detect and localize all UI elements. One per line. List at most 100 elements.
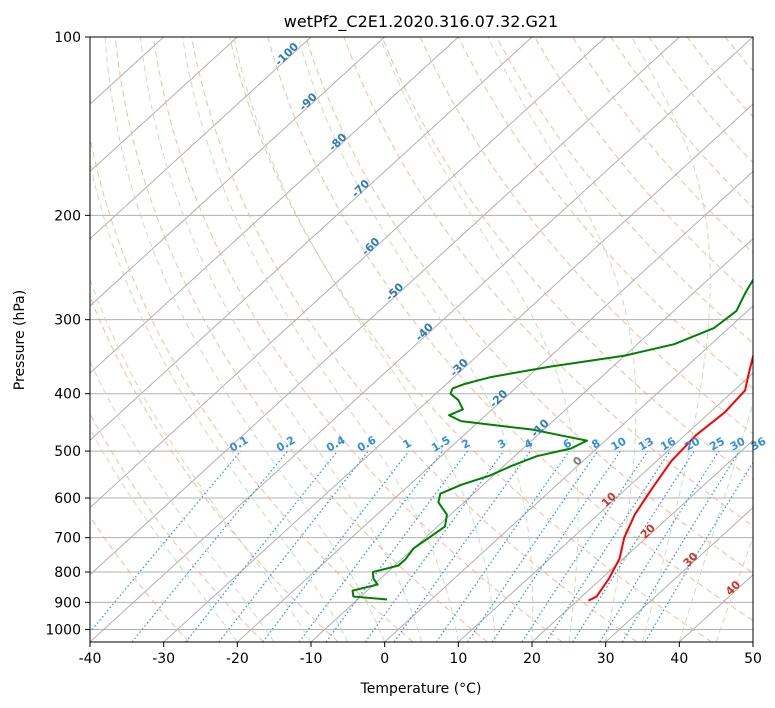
- y-axis-ticks: 100 200 300 400 500 600 700 800 900 1000: [45, 30, 90, 638]
- mixing-ratio-lines: [90, 450, 753, 642]
- isotherm-label: -10: [528, 416, 551, 439]
- dry-adiabat: [419, 37, 753, 435]
- dry-adiabat: [90, 515, 190, 642]
- moist-adiabat-label: 40: [723, 578, 743, 598]
- isotherm-label: -100: [272, 40, 301, 69]
- mixing-ratio-line: [131, 450, 289, 642]
- moist-adiabat: [90, 427, 238, 642]
- isotherm-line: [90, 37, 607, 509]
- dry-adiabat: [90, 295, 339, 642]
- isotherm-line: [90, 37, 386, 307]
- mixing-ratio-label: 1: [401, 437, 414, 452]
- isotherm-line: [90, 37, 680, 576]
- profile-lines: [351, 278, 753, 602]
- moist-adiabat: [715, 535, 753, 642]
- x-tick-label: -40: [79, 651, 102, 667]
- moist-adiabat: [90, 160, 349, 642]
- y-tick-label: 500: [54, 444, 81, 460]
- y-tick-label: 900: [54, 595, 81, 611]
- moist-adiabat: [90, 360, 275, 642]
- isotherm-label: -70: [349, 177, 372, 200]
- dry-adiabat: [724, 37, 753, 72]
- dry-adiabat: [495, 37, 753, 344]
- x-tick-label: 10: [449, 651, 467, 667]
- y-tick-label: 700: [54, 531, 81, 547]
- x-tick-label: -10: [300, 651, 323, 667]
- dry-adiabat: [381, 37, 753, 481]
- plot-frame: [89, 36, 754, 643]
- isotherm-line: [605, 506, 753, 642]
- moist-adiabat: [90, 277, 312, 642]
- mixing-ratio-line: [467, 450, 599, 642]
- y-tick-label: 400: [54, 387, 81, 403]
- dry-adiabat: [457, 37, 753, 389]
- dry-adiabat: [90, 134, 414, 642]
- x-axis-label: Temperature (°C): [360, 681, 482, 697]
- isotherm-label: -20: [487, 387, 510, 410]
- dry-adiabat: [229, 37, 713, 642]
- dry-adiabat: [572, 37, 753, 254]
- isotherm-line: [310, 237, 753, 642]
- y-tick-label: 100: [54, 30, 81, 46]
- x-tick-label: -20: [226, 651, 249, 667]
- moist-adiabat: [297, 37, 534, 642]
- moist-adiabat: [631, 37, 711, 642]
- isotherm-line: [457, 372, 753, 642]
- x-tick-label: 50: [744, 651, 762, 667]
- x-tick-label: 30: [597, 651, 615, 667]
- dry-adiabat: [763, 37, 775, 642]
- mixing-ratio-line: [572, 450, 695, 642]
- isotherm-line: [236, 170, 753, 642]
- dry-adiabat: [648, 37, 753, 164]
- adiabat-lines: [90, 37, 775, 642]
- isotherm-line: [90, 37, 533, 442]
- mixing-ratio-line: [262, 450, 410, 642]
- isotherm-line: [752, 641, 753, 642]
- dry-adiabat: [267, 37, 753, 622]
- mixing-ratio-line: [364, 450, 505, 642]
- moist-adiabat: [487, 37, 637, 642]
- y-tick-label: 1000: [45, 622, 81, 638]
- y-tick-label: 300: [54, 313, 81, 329]
- isotherm-line: [531, 439, 753, 642]
- isotherm-line: [163, 103, 753, 642]
- moist-adiabat: [140, 37, 422, 642]
- isotherm-line: [90, 37, 312, 240]
- mixing-ratio-line: [218, 450, 369, 642]
- mixing-ratio-line: [435, 450, 570, 642]
- mixing-ratio-label: 3: [495, 437, 508, 452]
- background-grid: [90, 37, 753, 642]
- y-axis-label: Pressure (hPa): [12, 290, 28, 390]
- dry-adiabat: [190, 37, 638, 642]
- y-tick-label: 600: [54, 491, 81, 507]
- dry-adiabat: [152, 37, 563, 642]
- isotherm-line: [384, 305, 753, 642]
- x-tick-label: 20: [523, 651, 541, 667]
- moist-adiabat: [182, 37, 459, 642]
- dewpoint-profile-line: [351, 278, 753, 601]
- mixing-ratio-line: [521, 450, 649, 642]
- x-tick-label: 40: [670, 651, 688, 667]
- dry-adiabat: [114, 37, 488, 642]
- moist-adiabat-label: 20: [638, 521, 658, 541]
- dry-adiabat: [305, 37, 753, 574]
- mixing-ratio-line: [621, 450, 740, 642]
- x-tick-label: 0: [380, 651, 389, 667]
- isotherm-label: -60: [359, 235, 382, 258]
- moist-adiabat-label: 30: [681, 549, 701, 569]
- mixing-ratio-line: [185, 450, 339, 642]
- mixing-ratio-line: [90, 450, 242, 634]
- mixing-ratio-line: [298, 450, 444, 642]
- x-tick-label: -30: [152, 651, 175, 667]
- mixing-ratio-label: 8: [589, 437, 602, 452]
- mixing-ratio-label: 2: [459, 437, 472, 452]
- mixing-ratio-line: [491, 450, 621, 642]
- isotherm-line: [90, 37, 459, 374]
- moist-adiabat-label: 10: [599, 490, 619, 510]
- moist-adiabat: [379, 37, 579, 642]
- isotherm-label: -30: [448, 356, 471, 379]
- y-tick-label: 200: [54, 208, 81, 224]
- mixing-ratio-line: [325, 450, 469, 642]
- moist-adiabat: [104, 37, 386, 642]
- isotherm-line: [90, 37, 238, 173]
